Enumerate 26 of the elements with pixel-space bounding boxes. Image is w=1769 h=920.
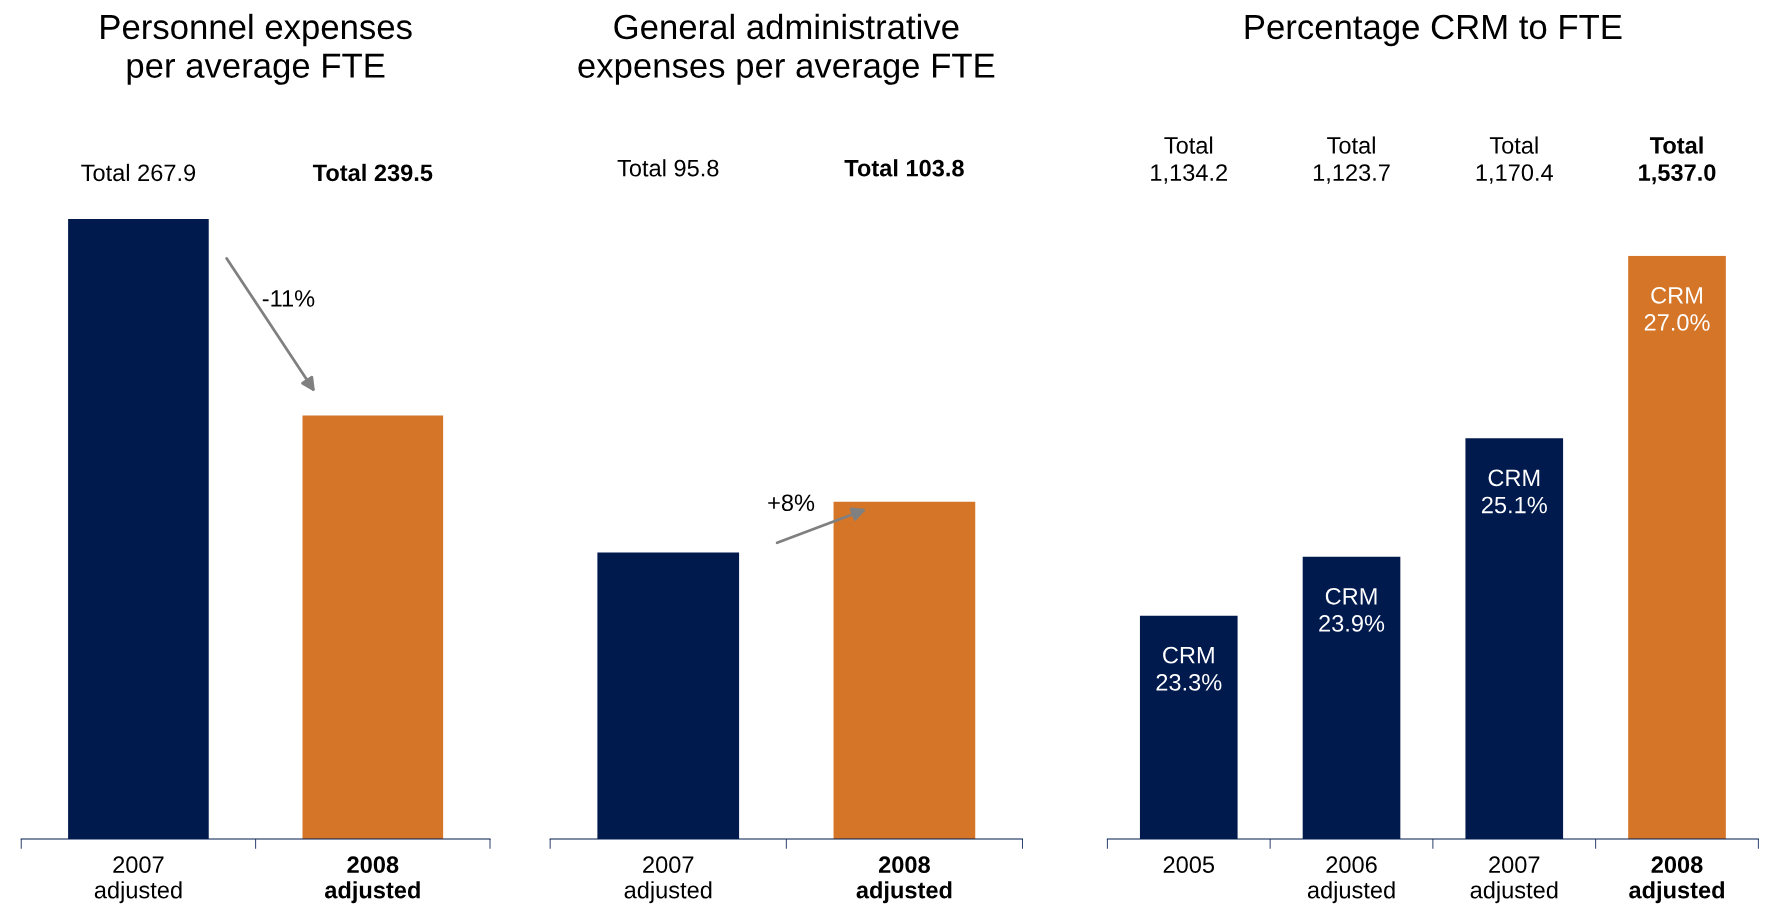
- text: Total 1,134.2: [1151, 136, 1227, 184]
- annotation: +8%: [768, 494, 815, 512]
- x-tick-label: 2005: [1163, 856, 1215, 874]
- text: Total 239.5: [312, 163, 433, 182]
- x-tick-label: 2007 adjusted: [1470, 856, 1558, 904]
- bar: [1628, 255, 1726, 840]
- text: Total 95.8: [617, 159, 719, 177]
- text: Total 103.8: [844, 159, 964, 177]
- x-tick-label: 2007 adjusted: [94, 856, 182, 904]
- x-tick-label: 2008 adjusted: [324, 856, 420, 904]
- x-tick-label: 2007 adjusted: [624, 856, 712, 904]
- annotation: CRM 27.0%: [1644, 286, 1710, 331]
- x-tick-label: 2006 adjusted: [1307, 856, 1395, 904]
- chart-title: General administrative expenses per average FTE: [578, 13, 995, 85]
- text: Total 1,537.0: [1639, 136, 1716, 185]
- text: Total 1,170.4: [1476, 136, 1553, 184]
- text: Total 1,123.7: [1313, 136, 1390, 184]
- chart-title: Percentage CRM to FTE: [1245, 14, 1622, 47]
- x-tick-label: 2008 adjusted: [1629, 856, 1724, 904]
- chart-title: Personnel expenses per average FTE: [101, 13, 412, 85]
- annotation: CRM 25.1%: [1481, 469, 1547, 514]
- annotation: CRM 23.9%: [1319, 587, 1385, 632]
- annotation: -11%: [262, 290, 315, 307]
- text: Total 267.9: [81, 163, 196, 182]
- x-tick-label: 2008 adjusted: [856, 856, 952, 904]
- annotation: CRM 23.3%: [1156, 646, 1222, 691]
